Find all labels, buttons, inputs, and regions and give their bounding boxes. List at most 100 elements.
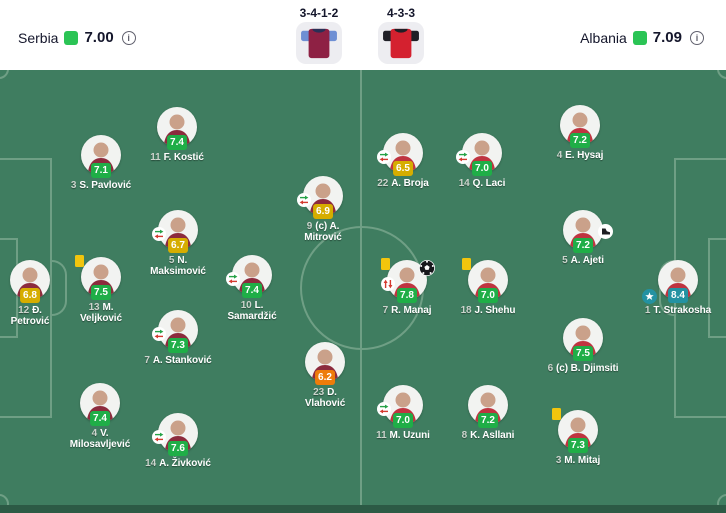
player[interactable]: 7.0 14 Q. Laci [456, 133, 505, 189]
player-label: 7 A. Stanković [123, 355, 233, 366]
player-label: 4 E. Hysaj [525, 150, 635, 161]
info-icon[interactable] [121, 30, 136, 45]
player[interactable]: 6.2 23 D. Vlahović [305, 342, 345, 409]
player-avatar [303, 176, 343, 216]
player-rating-badge: 7.2 [573, 238, 593, 253]
player-number: 1 [644, 305, 651, 316]
yellow-card-icon [381, 258, 390, 270]
goal-box-right [708, 238, 726, 338]
player[interactable]: 7.3 7 A. Stanković [144, 310, 212, 366]
player-name-line1: R. Manaj [391, 305, 432, 316]
player-name-line1: V. [100, 428, 109, 439]
player-name-line1: M. [102, 302, 114, 313]
player[interactable]: 7.4 11 F. Kostić [150, 107, 204, 163]
player-rating-badge: 6.7 [168, 238, 188, 253]
away-team-summary[interactable]: Albania 7.09 [580, 29, 704, 46]
player[interactable]: 6.9 9 (c) A. Mitrović [297, 176, 343, 243]
pitch [0, 59, 726, 513]
player-name-line1: D. [327, 387, 337, 398]
player-number: 14 [458, 178, 470, 189]
away-formation-label: 4-3-3 [386, 6, 415, 20]
player-name-line1: (c) A. [315, 221, 340, 232]
substitution-icon [377, 402, 391, 421]
player-number: 11 [150, 152, 161, 163]
player[interactable]: 7.4 4 V. Milosavljević [70, 383, 130, 450]
info-icon[interactable] [690, 30, 704, 45]
player-number: 23 [313, 387, 325, 398]
player-name-line1: M. Mitaj [564, 455, 601, 466]
player-rating-badge: 6.8 [20, 288, 40, 303]
player-rating-badge: 7.4 [90, 411, 110, 426]
player-rating-badge: 6.2 [315, 370, 335, 385]
home-team-name: Serbia [18, 29, 59, 46]
player-label: 14 A. Živković [123, 458, 233, 469]
yellow-card-icon [462, 258, 471, 270]
player-rating-badge: 7.4 [242, 283, 262, 298]
away-team-rating: 7.09 [652, 29, 682, 46]
player-avatar [468, 260, 508, 300]
away-formation-block: 4-3-3 [371, 6, 431, 64]
player-name-line1: A. Živković [159, 458, 211, 469]
player[interactable]: 7.0 18 J. Shehu [461, 258, 516, 316]
player-rating-badge: 7.2 [478, 413, 498, 428]
player[interactable]: 7.2 5 A. Ajeti [562, 210, 613, 266]
player-name-line1: F. Kostić [163, 152, 204, 163]
player-label: 10 L. Samardžić [197, 300, 307, 322]
player-rating-badge: 8.4 [668, 288, 688, 303]
player-label: 4 V. Milosavljević [45, 428, 155, 450]
player[interactable]: 6.5 22 A. Broja [377, 133, 429, 189]
substituted-out-icon [381, 277, 395, 296]
player[interactable]: 6.8 12 Đ. Petrović [10, 260, 50, 327]
player[interactable]: 7.5 13 M. Veljković [75, 255, 122, 324]
player-number: 10 [240, 300, 252, 311]
player[interactable]: 7.5 6 (c) B. Djimsiti [548, 318, 619, 374]
player[interactable]: 7.1 3 S. Pavlović [71, 135, 131, 191]
player[interactable]: 7.8 7 R. Manaj [381, 258, 435, 316]
player-label: 11 F. Kostić [122, 152, 232, 163]
player-name-line1: (c) B. Djimsiti [556, 363, 619, 374]
home-rating-color-box [64, 30, 79, 45]
player-name-line2: Petrović [10, 316, 50, 327]
substitution-icon [152, 227, 166, 246]
player-label: 23 D. Vlahović [270, 387, 380, 409]
home-team-rating: 7.00 [84, 29, 114, 46]
player-label: 5 A. Ajeti [528, 255, 638, 266]
player-number: 9 [306, 221, 313, 232]
player[interactable]: 7.4 10 L. Samardžić [226, 255, 277, 322]
player[interactable]: 7.6 14 A. Živković [145, 413, 211, 469]
player[interactable]: 7.2 4 E. Hysaj [557, 105, 603, 161]
player-rating-badge: 7.4 [167, 135, 187, 150]
player-name-line1: E. Hysaj [565, 150, 604, 161]
player[interactable]: 7.0 11 M. Uzuni [376, 385, 430, 441]
player-label: 18 J. Shehu [433, 305, 543, 316]
player-label: 11 M. Uzuni [348, 430, 458, 441]
player-name-line1: K. Asllani [470, 430, 515, 441]
player-number: 5 [562, 255, 568, 266]
player-number: 7 [382, 305, 389, 316]
player[interactable]: 7.3 3 M. Mitaj [552, 408, 600, 466]
player-name-line1: A. Broja [391, 178, 429, 189]
player-name-line2: Maksimović [150, 266, 206, 277]
player-name-line1: J. Shehu [474, 305, 516, 316]
player-name-line1: A. Ajeti [570, 255, 604, 266]
player-name-line2: Veljković [80, 313, 122, 324]
player-number: 12 [18, 305, 30, 316]
player-rating-badge: 6.9 [313, 204, 333, 219]
player-name-line2: Samardžić [227, 311, 277, 322]
substitution-icon [456, 150, 470, 169]
player[interactable]: 8.4 1 T. Strakosha [642, 260, 711, 316]
home-team-summary[interactable]: Serbia 7.00 [18, 29, 136, 46]
player-number: 7 [144, 355, 150, 366]
player-name-line1: T. Strakosha [653, 305, 712, 316]
player-label: 7 R. Manaj [352, 305, 462, 316]
player-of-match-icon [642, 289, 657, 309]
player-label: 8 K. Asllani [433, 430, 543, 441]
player-number: 8 [461, 430, 468, 441]
player[interactable]: 7.2 8 K. Asllani [462, 385, 514, 441]
substitution-icon [152, 327, 166, 346]
player-number: 22 [377, 178, 389, 189]
player[interactable]: 6.7 5 N. Maksimović [150, 210, 206, 277]
away-team-name: Albania [580, 29, 627, 46]
player-label: 22 A. Broja [348, 178, 458, 189]
home-formation-block: 3-4-1-2 [289, 6, 349, 64]
